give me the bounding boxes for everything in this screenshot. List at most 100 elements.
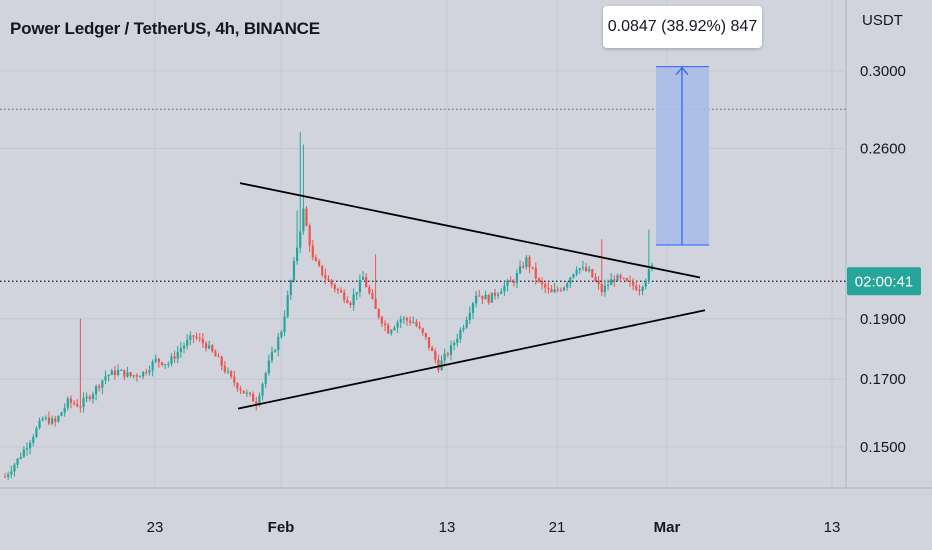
candle-body xyxy=(230,371,233,377)
candle-body xyxy=(101,380,104,388)
candle-body xyxy=(330,280,333,285)
candle-body xyxy=(412,321,415,323)
candle-body xyxy=(387,325,390,334)
candle-body xyxy=(368,287,371,293)
candle-body xyxy=(311,245,314,258)
candle-body xyxy=(135,375,139,377)
candle-body xyxy=(13,464,16,472)
candle-body xyxy=(327,278,330,281)
candle-body xyxy=(352,294,355,306)
candle-body xyxy=(192,335,195,337)
time-axis[interactable]: 23 Feb 13 21 Mar 13 xyxy=(147,519,841,536)
candle-body xyxy=(431,347,434,352)
candle-body xyxy=(126,372,129,377)
candle-body xyxy=(208,345,211,349)
candle-body xyxy=(51,418,54,424)
candle-body xyxy=(597,280,600,285)
candle-body xyxy=(468,312,471,320)
candle-body xyxy=(566,283,569,288)
candle-body xyxy=(603,285,606,293)
candle-body xyxy=(512,280,515,284)
candle-body xyxy=(223,365,226,372)
candle-body xyxy=(236,382,239,389)
candle-body xyxy=(35,428,38,437)
upper-trendline xyxy=(239,182,701,279)
candle-body xyxy=(559,289,563,291)
candle-body xyxy=(60,412,63,417)
candle-body xyxy=(82,398,85,407)
candle-body xyxy=(522,266,525,268)
candle-body xyxy=(537,278,541,281)
candle-body xyxy=(110,370,113,375)
lower-trendline xyxy=(237,309,706,410)
candle-body xyxy=(581,267,585,269)
candle-body xyxy=(277,336,280,350)
candle-body xyxy=(437,359,440,371)
candle-body xyxy=(478,295,481,297)
candle-body xyxy=(295,247,299,261)
candle-body xyxy=(518,266,522,274)
candle-body xyxy=(220,356,223,366)
candle-body xyxy=(506,280,509,286)
candle-body xyxy=(270,351,274,361)
candle-body xyxy=(57,416,60,422)
candle-body xyxy=(509,280,512,282)
candle-body xyxy=(10,471,13,475)
candle-body xyxy=(54,418,57,422)
candle-body xyxy=(258,395,261,405)
candle-body xyxy=(3,476,7,478)
candlestick-series xyxy=(3,132,654,481)
candle-body xyxy=(69,398,73,403)
candle-body xyxy=(47,417,51,424)
candle-body xyxy=(138,376,142,378)
candle-body xyxy=(116,369,120,376)
candle-body xyxy=(19,456,22,459)
candle-body xyxy=(427,337,431,348)
price-tick-label: 0.3000 xyxy=(860,63,906,80)
measure-arrow xyxy=(656,66,709,246)
time-tick-label: Feb xyxy=(268,519,295,536)
candle-body xyxy=(434,351,437,360)
candle-body xyxy=(160,362,164,366)
candle-body xyxy=(85,396,88,399)
candle-body xyxy=(465,319,468,328)
candle-body xyxy=(374,298,377,309)
time-tick-label: 21 xyxy=(549,519,566,536)
candle-body xyxy=(245,392,248,394)
candle-body xyxy=(204,343,208,349)
candle-body xyxy=(179,348,182,352)
candle-body xyxy=(274,349,277,352)
countdown-label: 02:00:41 xyxy=(855,273,913,290)
candle-body xyxy=(157,358,160,363)
candle-body xyxy=(142,371,145,377)
candle-body xyxy=(547,287,550,290)
candle-body xyxy=(299,231,302,248)
candle-body xyxy=(635,285,638,290)
candle-body xyxy=(402,318,405,320)
candle-body xyxy=(283,316,286,333)
candle-body xyxy=(490,292,493,303)
candle-body xyxy=(305,208,308,226)
candle-body xyxy=(418,326,421,329)
candle-body xyxy=(606,285,610,287)
candle-body xyxy=(248,392,252,394)
candle-body xyxy=(556,289,559,291)
candle-body xyxy=(239,388,242,391)
candle-body xyxy=(198,337,201,339)
candle-body xyxy=(164,364,167,366)
price-axis-unit: USDT xyxy=(862,12,903,29)
candle-body xyxy=(500,291,503,294)
candle-body xyxy=(38,420,41,429)
candle-body xyxy=(365,277,368,288)
candle-body xyxy=(531,267,534,269)
candle-body xyxy=(361,277,365,280)
candle-body xyxy=(415,321,418,327)
candle-body xyxy=(575,270,578,275)
price-axis[interactable]: USDT 0.3000 0.2600 0.1900 0.1700 0.1500 xyxy=(860,12,906,456)
candle-body xyxy=(280,332,283,337)
candle-body xyxy=(333,284,336,290)
candle-body xyxy=(151,361,154,371)
candle-body xyxy=(76,403,79,407)
candle-body xyxy=(622,278,625,280)
